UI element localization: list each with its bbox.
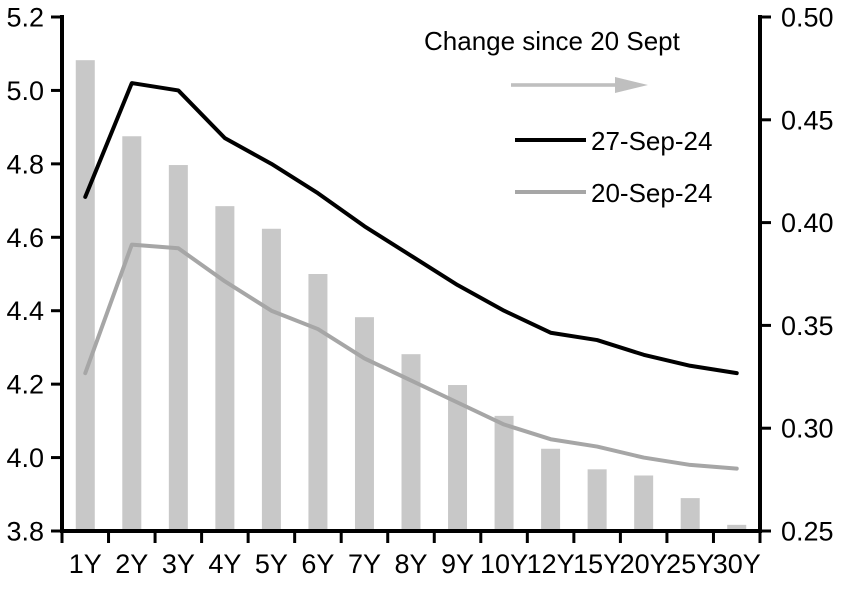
x-tick-label-7Y: 7Y bbox=[348, 549, 381, 579]
line-27-Sep-24 bbox=[83, 81, 739, 376]
y-left-tick-label: 3.8 bbox=[6, 517, 44, 547]
legend-swatch-27-sep bbox=[515, 138, 586, 142]
y-left-tick-label: 5.0 bbox=[6, 76, 44, 106]
x-tick-label-15Y: 15Y bbox=[573, 549, 621, 579]
y-right-tick-label: 0.30 bbox=[781, 414, 834, 444]
line-20-Sep-24 bbox=[83, 242, 739, 471]
bar-20Y bbox=[634, 475, 654, 531]
x-tick-label-6Y: 6Y bbox=[301, 549, 334, 579]
bar-3Y bbox=[168, 165, 188, 532]
legend-title: Change since 20 Sept bbox=[424, 26, 680, 56]
x-tick-label-25Y: 25Y bbox=[666, 549, 714, 579]
x-tick-label-30Y: 30Y bbox=[713, 549, 761, 579]
bar-1Y bbox=[75, 60, 95, 532]
bar-12Y bbox=[541, 448, 561, 531]
bar-4Y bbox=[215, 206, 235, 532]
x-tick-label-9Y: 9Y bbox=[441, 549, 474, 579]
x-tick-label-2Y: 2Y bbox=[115, 549, 148, 579]
x-tick-label-8Y: 8Y bbox=[394, 549, 427, 579]
x-tick-label-1Y: 1Y bbox=[69, 549, 102, 579]
y-left-tick-label: 4.2 bbox=[6, 370, 44, 400]
legend-swatch-20-sep bbox=[515, 190, 586, 194]
bar-9Y bbox=[448, 385, 468, 531]
x-tick-label-12Y: 12Y bbox=[527, 549, 575, 579]
x-tick-label-10Y: 10Y bbox=[480, 549, 528, 579]
y-left-tick-label: 5.2 bbox=[6, 3, 44, 33]
bar-25Y bbox=[680, 498, 700, 531]
x-tick-label-5Y: 5Y bbox=[255, 549, 288, 579]
bar-15Y bbox=[587, 469, 607, 531]
bar-5Y bbox=[261, 228, 281, 531]
y-right-tick-label: 0.25 bbox=[781, 517, 834, 547]
x-tick-label-3Y: 3Y bbox=[162, 549, 195, 579]
x-tick-label-4Y: 4Y bbox=[208, 549, 241, 579]
y-right-tick-label: 0.45 bbox=[781, 105, 834, 135]
bar-30Y bbox=[727, 524, 747, 531]
y-left-tick-label: 4.8 bbox=[6, 149, 44, 179]
y-left-tick-label: 4.4 bbox=[6, 296, 44, 326]
bar-2Y bbox=[122, 136, 142, 532]
y-right-tick-label: 0.50 bbox=[781, 3, 834, 33]
legend-label-20-sep: 20-Sep-24 bbox=[591, 178, 713, 208]
x-tick-label-20Y: 20Y bbox=[620, 549, 668, 579]
y-right-tick-label: 0.35 bbox=[781, 311, 834, 341]
y-right-tick-label: 0.40 bbox=[781, 208, 834, 238]
legend-label-27-sep: 27-Sep-24 bbox=[591, 126, 713, 156]
y-left-tick-label: 4.0 bbox=[6, 443, 44, 473]
bar-10Y bbox=[494, 415, 514, 531]
right-arrow-icon bbox=[511, 77, 648, 93]
y-left-tick-label: 4.6 bbox=[6, 223, 44, 253]
bar-7Y bbox=[354, 317, 374, 531]
bar-6Y bbox=[308, 274, 328, 531]
bar-8Y bbox=[401, 354, 421, 531]
